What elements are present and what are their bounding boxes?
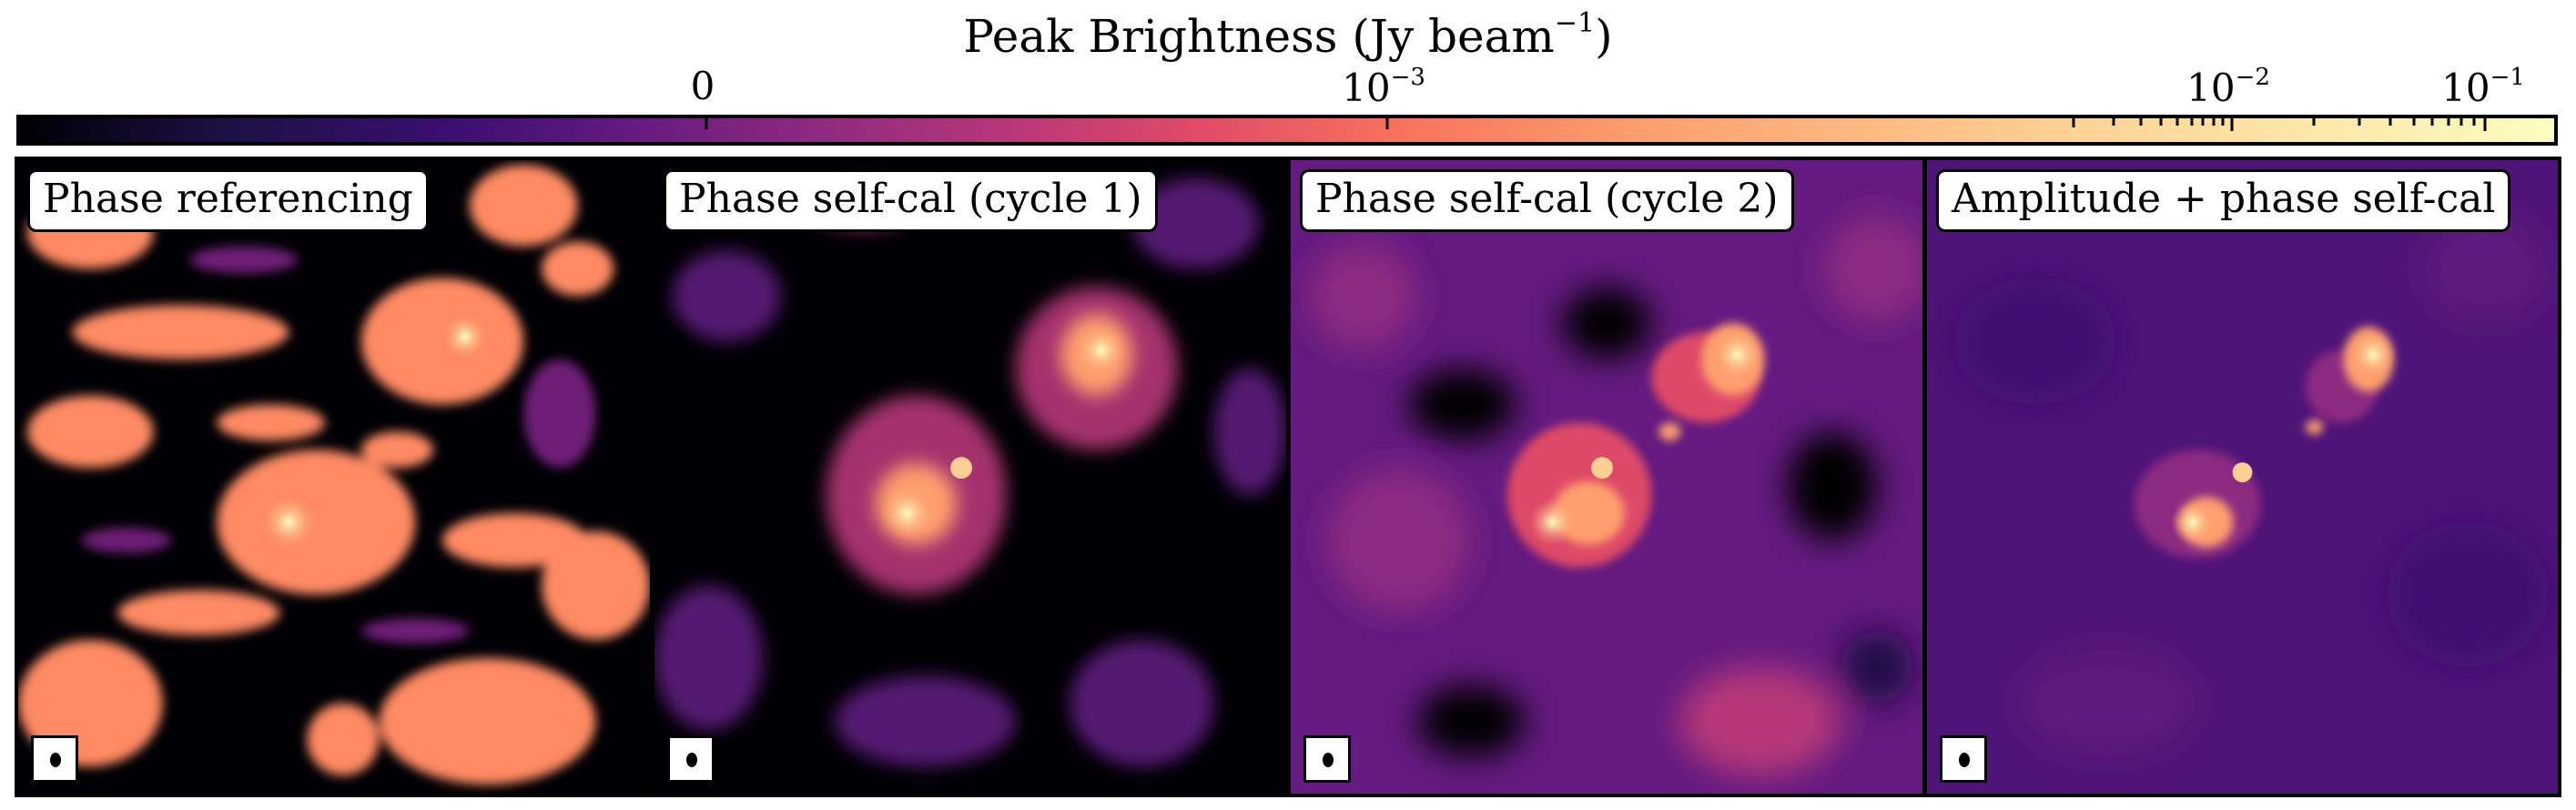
panel-phase-self-cal-cycle-1: Phase self-cal (cycle 1) (651, 157, 1290, 797)
panel-image-amplitude-phase-self-cal (1927, 160, 2558, 794)
beam-icon (667, 735, 715, 783)
colorbar-tick-1e-3: 10−3 (1342, 64, 1425, 110)
colorbar (16, 115, 2558, 146)
panel-label: Phase referencing (27, 169, 429, 232)
panel-label: Phase self-cal (cycle 2) (1300, 169, 1794, 232)
colorbar-ticks (705, 118, 2487, 131)
beam-icon (1303, 735, 1351, 783)
colorbar-tick-1e-2: 10−2 (2186, 64, 2270, 110)
panel-image-phase-referencing (18, 160, 650, 794)
panel-image-phase-self-cal-cycle-1 (654, 160, 1286, 794)
colorbar-tick-1e-1: 10−1 (2441, 64, 2525, 110)
panel-phase-self-cal-cycle-2: Phase self-cal (cycle 2) (1287, 157, 1926, 797)
panel-amplitude-phase-self-cal: Amplitude + phase self-cal (1923, 157, 2561, 797)
colorbar-tick-zero: 0 (690, 64, 715, 108)
panel-image-phase-self-cal-cycle-2 (1291, 160, 1922, 794)
panel-label: Amplitude + phase self-cal (1936, 169, 2511, 232)
beam-icon (31, 735, 78, 783)
image-panels: Phase referencing (15, 157, 2561, 797)
panel-phase-referencing: Phase referencing (15, 157, 654, 797)
panel-label: Phase self-cal (cycle 1) (664, 169, 1158, 232)
colorbar-title: Peak Brightness (Jy beam−1) (963, 7, 1613, 63)
beam-icon (1940, 735, 1987, 783)
